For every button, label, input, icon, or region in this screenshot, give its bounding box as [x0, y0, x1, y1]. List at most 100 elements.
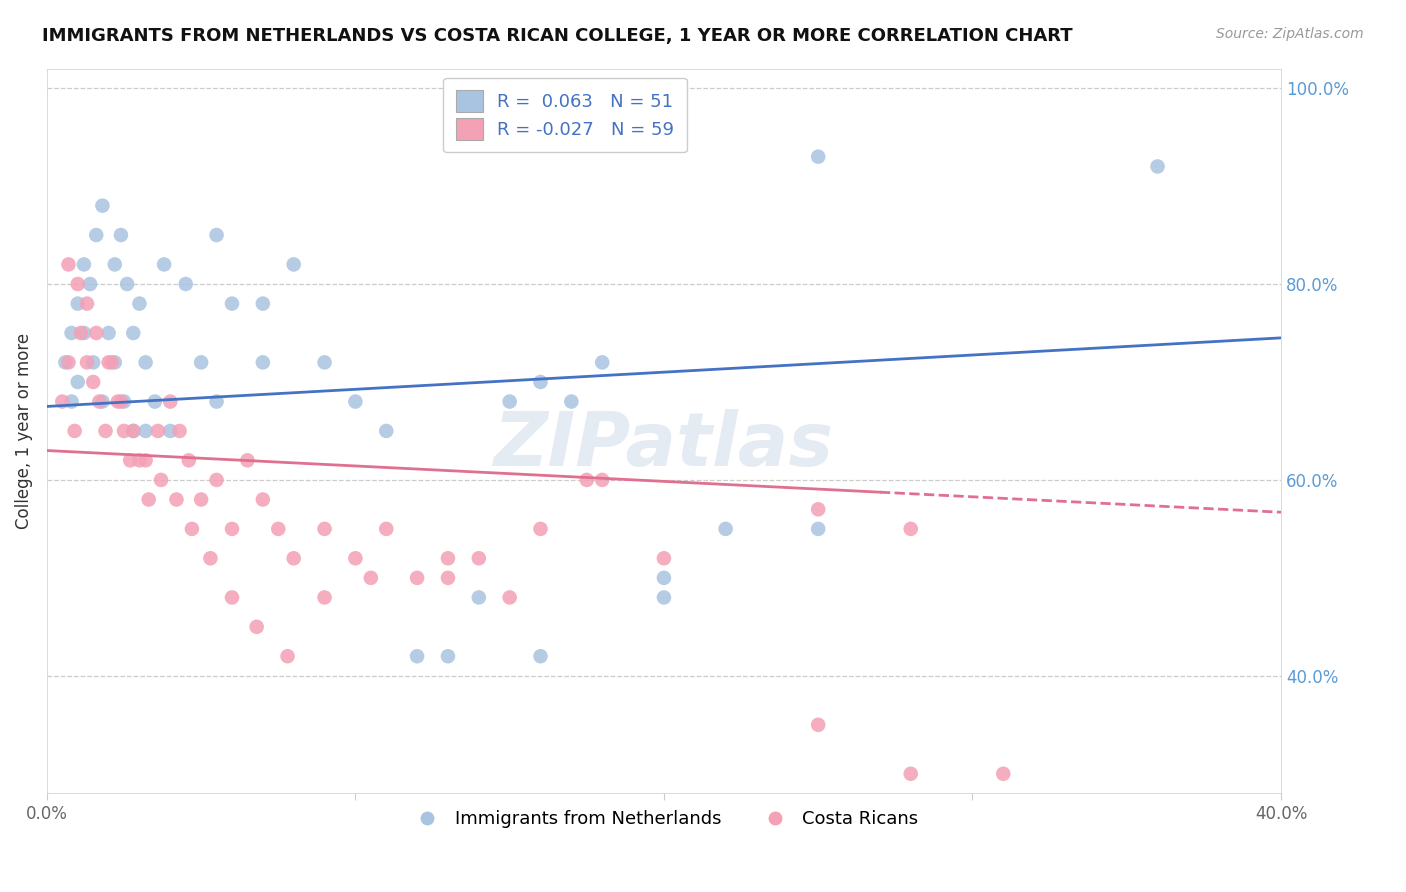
Point [437, 571, 460, 585]
Point [66, 277, 89, 291]
Point [146, 424, 169, 438]
Point [714, 522, 737, 536]
Point [91, 394, 114, 409]
Point [807, 502, 830, 516]
Point [252, 355, 274, 369]
Point [529, 649, 551, 664]
Point [69, 326, 91, 340]
Point [205, 227, 228, 242]
Point [58, 257, 80, 271]
Point [76, 296, 98, 310]
Point [63, 424, 86, 438]
Point [153, 257, 176, 271]
Point [468, 551, 491, 566]
Point [94, 424, 117, 438]
Point [591, 355, 613, 369]
Point [360, 571, 382, 585]
Point [60, 394, 83, 409]
Point [437, 551, 460, 566]
Point [314, 522, 336, 536]
Point [159, 424, 181, 438]
Text: ZIPatlas: ZIPatlas [494, 409, 834, 482]
Point [205, 394, 228, 409]
Point [66, 296, 89, 310]
Point [58, 355, 80, 369]
Point [221, 522, 243, 536]
Point [267, 522, 290, 536]
Point [344, 394, 367, 409]
Point [200, 551, 222, 566]
Point [437, 649, 460, 664]
Point [110, 227, 132, 242]
Point [79, 277, 101, 291]
Text: Source: ZipAtlas.com: Source: ZipAtlas.com [1216, 27, 1364, 41]
Point [97, 355, 120, 369]
Point [135, 424, 157, 438]
Point [128, 296, 150, 310]
Point [900, 522, 922, 536]
Point [277, 649, 299, 664]
Point [82, 355, 104, 369]
Point [115, 277, 138, 291]
Point [97, 326, 120, 340]
Point [652, 551, 675, 566]
Point [166, 492, 188, 507]
Point [150, 473, 173, 487]
Point [375, 424, 398, 438]
Point [107, 394, 129, 409]
Point [900, 766, 922, 780]
Point [807, 522, 830, 536]
Point [236, 453, 259, 467]
Point [91, 199, 114, 213]
Point [89, 394, 111, 409]
Point [498, 394, 520, 409]
Point [652, 591, 675, 605]
Point [174, 277, 197, 291]
Point [406, 571, 429, 585]
Point [993, 766, 1015, 780]
Point [560, 394, 582, 409]
Point [314, 591, 336, 605]
Point [112, 424, 135, 438]
Point [82, 375, 104, 389]
Point [143, 394, 166, 409]
Point [375, 522, 398, 536]
Point [84, 227, 107, 242]
Point [344, 551, 367, 566]
Point [138, 492, 160, 507]
Point [221, 296, 243, 310]
Point [807, 150, 830, 164]
Point [120, 453, 142, 467]
Point [807, 718, 830, 732]
Point [314, 355, 336, 369]
Point [135, 453, 157, 467]
Point [55, 355, 77, 369]
Point [529, 375, 551, 389]
Point [112, 394, 135, 409]
Point [283, 257, 305, 271]
Point [51, 394, 73, 409]
Legend: Immigrants from Netherlands, Costa Ricans: Immigrants from Netherlands, Costa Rican… [402, 803, 925, 835]
Point [73, 257, 96, 271]
Point [190, 355, 212, 369]
Point [159, 394, 181, 409]
Point [76, 355, 98, 369]
Point [122, 424, 145, 438]
Text: IMMIGRANTS FROM NETHERLANDS VS COSTA RICAN COLLEGE, 1 YEAR OR MORE CORRELATION C: IMMIGRANTS FROM NETHERLANDS VS COSTA RIC… [42, 27, 1073, 45]
Point [221, 591, 243, 605]
Point [169, 424, 191, 438]
Point [190, 492, 212, 507]
Point [205, 473, 228, 487]
Point [252, 296, 274, 310]
Point [100, 355, 122, 369]
Point [591, 473, 613, 487]
Point [128, 453, 150, 467]
Point [84, 326, 107, 340]
Point [652, 571, 675, 585]
Point [122, 326, 145, 340]
Point [529, 522, 551, 536]
Point [73, 326, 96, 340]
Point [468, 591, 491, 605]
Y-axis label: College, 1 year or more: College, 1 year or more [15, 333, 32, 529]
Point [180, 522, 202, 536]
